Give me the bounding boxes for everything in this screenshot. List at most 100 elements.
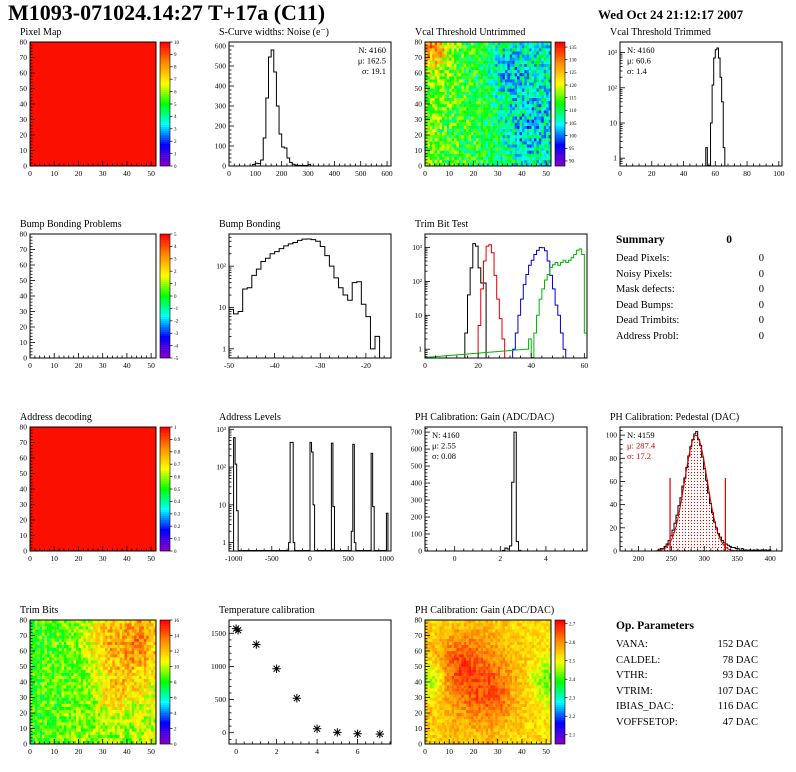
svg-text:0: 0 [174,550,177,555]
svg-text:10³: 10³ [412,243,423,252]
svg-text:10: 10 [50,361,58,370]
svg-text:500: 500 [343,554,355,563]
svg-text:135: 135 [569,46,577,51]
svg-text:400: 400 [329,169,341,178]
svg-text:10: 10 [50,169,58,178]
svg-text:0: 0 [23,162,27,171]
summary-row-dead-pixels: Dead Pixels: 0 [616,253,764,264]
chart-vcal-threshold-untrimmed: Vcal Threshold Untrimmed 0 10 20 30 40 50 0 10 2… [399,26,595,194]
summary-row-dead-bumps: Dead Bumps: 0 [616,299,764,311]
svg-text:0: 0 [28,361,32,370]
vcal-untrimmed-canvas: 0 10 20 30 40 50 0 10 20 30 40 50 60 70 80 90 95 100 105 11… [415,38,578,178]
chart-title: Trim Bits [20,605,59,616]
op-row-ibias-dac: IBIAS_DAC: 116 DAC [616,701,758,712]
svg-text:0.2: 0.2 [174,525,181,530]
svg-text:4: 4 [174,245,177,250]
svg-text:400: 400 [411,479,423,488]
chart-title: Trim Bit Test [415,219,469,230]
svg-text:50: 50 [20,84,28,93]
svg-text:0: 0 [28,554,32,563]
svg-text:-20: -20 [361,361,371,370]
svg-text:0.5: 0.5 [174,488,181,493]
chart-bump-bonding: Bump Bonding -50 -40 -30 -20 1 10 10² [203,218,399,386]
svg-text:20: 20 [415,131,423,140]
svg-text:3: 3 [174,128,177,133]
svg-text:2: 2 [174,270,177,275]
svg-text:0.1: 0.1 [174,537,181,542]
svg-text:70: 70 [20,438,28,447]
svg-text:-4: -4 [174,344,179,349]
svg-text:50: 50 [147,554,155,563]
svg-text:40: 40 [20,485,28,494]
svg-text:-5: -5 [174,357,179,362]
svg-text:40: 40 [123,554,131,563]
svg-text:20: 20 [610,523,618,532]
svg-text:500: 500 [355,169,367,178]
svg-text:20: 20 [75,361,83,370]
svg-text:0: 0 [308,554,312,563]
svg-text:9: 9 [174,53,177,58]
chart-ph-gain-map: PH Calibration: Gain (ADC/DAC) 0 10 20 30 40… [399,604,595,772]
svg-text:100: 100 [215,142,227,151]
svg-text:0.6: 0.6 [174,475,181,480]
svg-text:0.3: 0.3 [174,513,181,518]
svg-text:40: 40 [680,169,688,178]
svg-text:10: 10 [219,500,227,509]
svg-text:70: 70 [415,53,423,62]
svg-text:130: 130 [569,59,577,64]
svg-text:-50: -50 [224,361,234,370]
svg-text:20: 20 [470,169,478,178]
svg-text:N: 4160: N: 4160 [432,430,460,440]
svg-text:60: 60 [712,169,720,178]
svg-text:10²: 10² [216,463,227,472]
svg-text:80: 80 [415,38,423,47]
svg-text:0.4: 0.4 [174,500,181,505]
svg-text:105: 105 [569,122,577,127]
svg-text:1000: 1000 [379,554,394,563]
svg-text:100: 100 [606,431,618,440]
svg-text:0: 0 [222,162,226,171]
svg-text:4: 4 [174,115,177,120]
chart-temperature-calibration: Temperature calibration 0 2 4 6 0 500 1000 1500 [203,604,399,772]
svg-text:-40: -40 [270,361,280,370]
svg-text:-1: -1 [174,307,179,312]
chart-trim-bit-test: Trim Bit Test 0 20 40 60 1 10 10² 10³ [399,218,595,386]
svg-text:10: 10 [610,118,618,127]
svg-text:80: 80 [20,230,28,239]
chart-title: PH Calibration: Gain (ADC/DAC) [415,412,555,423]
chart-scurve-noise: S-Curve widths: Noise (e⁻) 0 100 200 300 400… [203,26,399,194]
svg-text:1: 1 [613,154,617,163]
svg-text:600: 600 [411,445,423,454]
ph-gain-map-canvas: 0 10 20 30 40 50010203040506070802.12.22.32.4… [415,616,576,756]
summary-total: 0 [726,234,732,246]
svg-text:10²: 10² [412,277,423,286]
svg-text:40: 40 [518,169,526,178]
svg-text:20: 20 [20,323,28,332]
svg-text:0: 0 [418,547,422,556]
chart-title: S-Curve widths: Noise (e⁻) [219,27,329,38]
chart-title: Bump Bonding Problems [20,219,122,230]
svg-text:300: 300 [215,102,227,111]
op-row-vana: VANA: 152 DAC [616,639,758,650]
summary-row-mask-defects: Mask defects: 0 [616,284,764,295]
svg-text:50: 50 [542,169,550,178]
svg-text:80: 80 [610,454,618,463]
chart-address-levels: Address Levels -1000 -500 0 500 1000 1 10 10² 10… [203,411,399,579]
svg-text:0: 0 [418,162,422,171]
svg-text:0: 0 [28,169,32,178]
svg-text:8: 8 [174,66,177,71]
svg-text:500: 500 [411,462,423,471]
svg-text:125: 125 [569,71,577,76]
svg-text:200: 200 [215,122,227,131]
svg-text:0: 0 [423,361,427,370]
svg-text:5: 5 [174,233,177,238]
svg-text:30: 30 [99,361,107,370]
svg-text:300: 300 [302,169,314,178]
svg-text:200: 200 [633,554,645,563]
svg-text:60: 60 [20,261,28,270]
svg-text:1: 1 [174,152,177,157]
trim-bits-map-canvas: 0 10 20 30 40 5001020304050607080024681012141… [20,616,180,756]
svg-text:1: 1 [418,345,422,354]
